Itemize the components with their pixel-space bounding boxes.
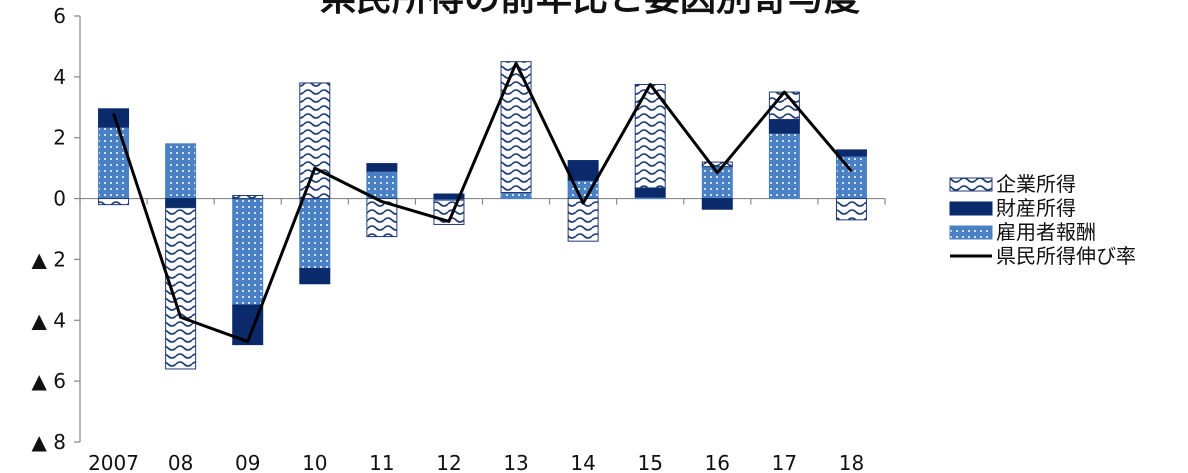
chart-title: 県民所得の前年比と要因別寄与度: [320, 0, 860, 19]
bar-segment-dots: [98, 126, 130, 200]
bar-segment-solid: [835, 149, 867, 157]
bar-segment-solid: [634, 187, 666, 198]
bar-segment-wave: [98, 198, 130, 206]
bar-segment-dots: [366, 170, 398, 200]
y-tick-label: ▲ 2: [32, 247, 66, 271]
bar-segment-wave: [500, 61, 532, 193]
bar-segment-solid: [567, 160, 599, 181]
bar-segment-solid: [165, 198, 197, 209]
y-tick-label: 4: [53, 65, 66, 89]
bar-segment-solid: [701, 198, 733, 210]
bar-segment-dots: [299, 198, 331, 270]
x-tick-label: 14: [570, 451, 595, 473]
x-tick-label: 15: [637, 451, 662, 473]
bar-segment-solid: [768, 118, 800, 134]
legend-label: 雇用者報酬: [996, 220, 1096, 244]
legend-swatch-dots: [949, 225, 993, 240]
x-tick-label: 13: [503, 451, 528, 473]
legend-label: 財産所得: [996, 196, 1076, 220]
bar-segment-wave: [835, 198, 867, 221]
legend-swatch-solid: [949, 201, 993, 216]
bar-segment-dots: [165, 143, 197, 200]
x-tick-label: 12: [436, 451, 461, 473]
x-tick-label: 08: [168, 451, 193, 473]
bar-segment-wave: [299, 82, 331, 200]
bar-segment-solid: [433, 193, 465, 200]
x-tick-label: 09: [235, 451, 260, 473]
bar-segment-wave: [701, 161, 733, 168]
bar-segment-wave: [567, 198, 599, 242]
bar-segment-dots: [835, 155, 867, 200]
x-tick-label: 11: [369, 451, 394, 473]
bar-segment-dots: [768, 132, 800, 200]
legend-swatch-wave: [949, 177, 993, 192]
x-tick-label: 17: [772, 451, 797, 473]
growth-rate-line: [112, 61, 853, 344]
bar-segment-wave: [433, 199, 465, 225]
y-tick-label: ▲ 6: [32, 369, 66, 393]
plot-area: 6 4 2 0 ▲ 2 ▲ 4 ▲ 6 ▲ 8 2007 08 09 10 11 12 13 14 15 16 17…: [32, 4, 886, 473]
bar-segment-wave: [232, 195, 264, 200]
legend-label: 企業所得: [996, 172, 1076, 196]
bar-segment-dots: [500, 191, 532, 200]
bar-segment-dots: [232, 198, 264, 306]
x-tick-label: 2007: [88, 451, 139, 473]
y-tick-label: 6: [53, 4, 66, 28]
x-tick-label: 10: [302, 451, 327, 473]
y-tick-label: 2: [53, 126, 66, 150]
y-tick-label: ▲ 8: [32, 430, 66, 454]
bar-segment-solid: [299, 268, 331, 285]
bar-segment-solid: [366, 163, 398, 172]
x-tick-label: 16: [705, 451, 730, 473]
x-tick-label: 18: [839, 451, 864, 473]
legend-label: 県民所得伸び率: [996, 244, 1136, 268]
y-tick-label: 0: [53, 187, 66, 211]
y-tick-label: ▲ 4: [32, 308, 66, 332]
